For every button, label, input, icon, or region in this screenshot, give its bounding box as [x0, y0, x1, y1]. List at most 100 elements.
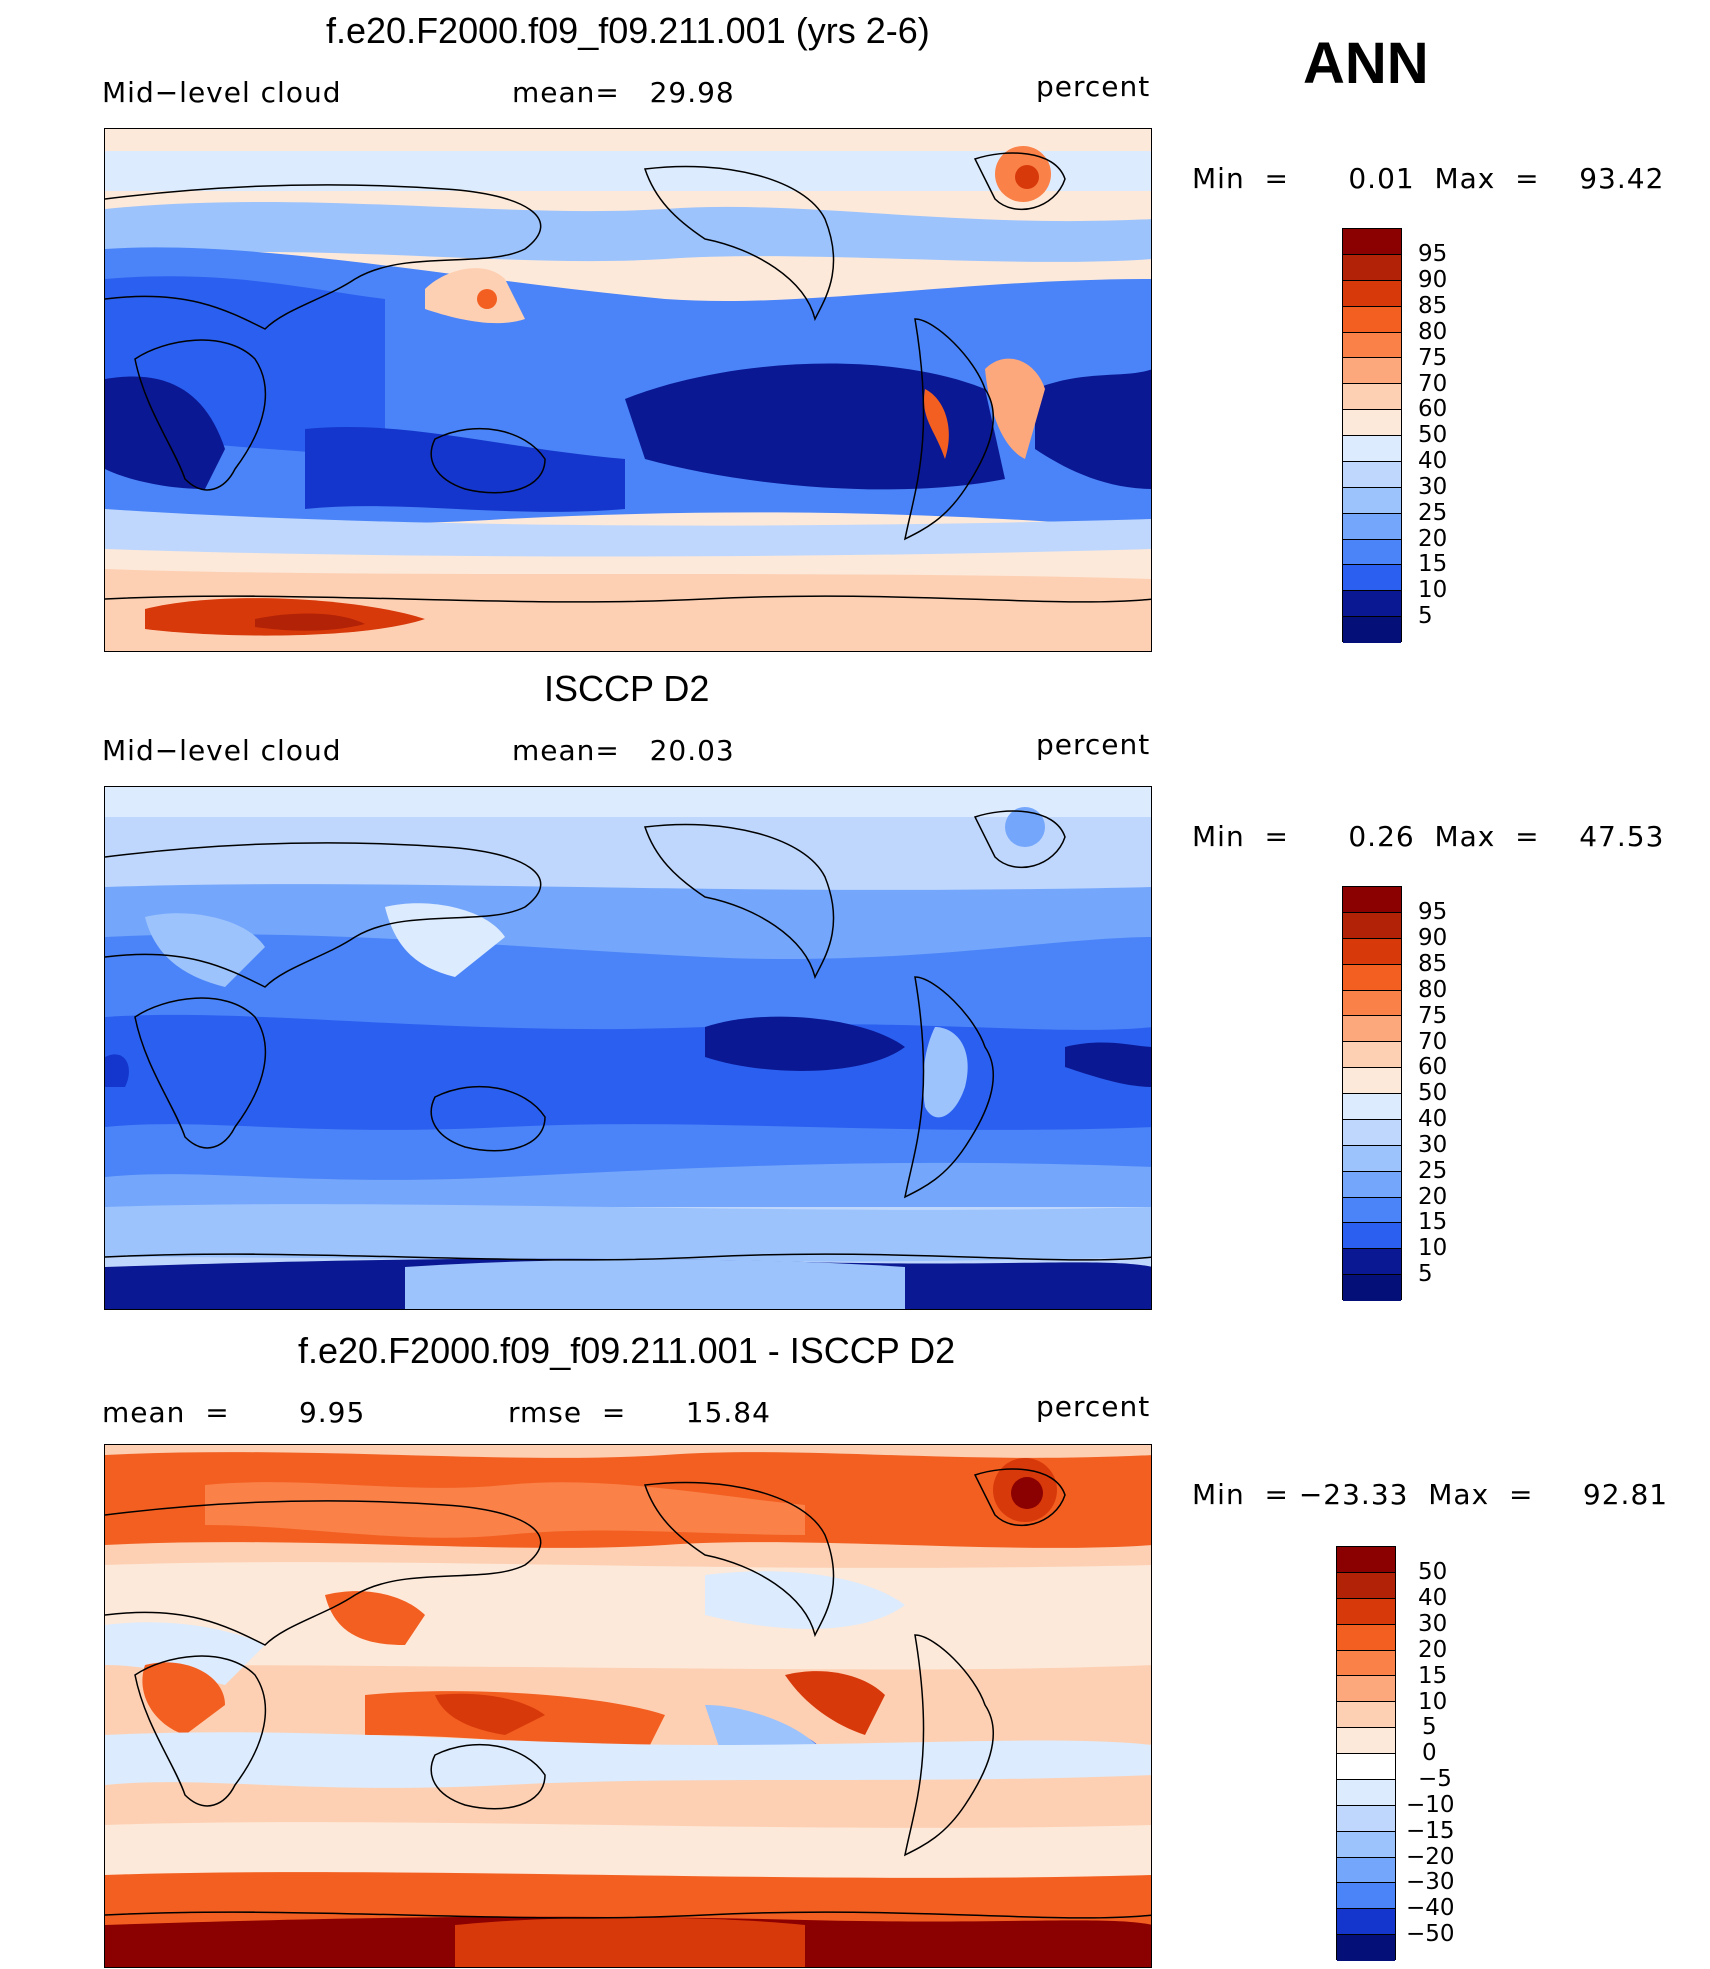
colorbar-cell [1343, 461, 1401, 488]
colorbar-tick-label: −15 [1406, 1818, 1455, 1844]
colorbar-cell [1343, 280, 1401, 307]
panel-title-diff: f.e20.F2000.f09_f09.211.001 - ISCCP D2 [298, 1330, 956, 1371]
colorbar-cell [1343, 384, 1401, 411]
colorbar-cell [1343, 1275, 1401, 1301]
colorbar-tick-label: 60 [1418, 1054, 1448, 1080]
panel-units-label-model: percent [1036, 70, 1151, 103]
colorbar-cell [1343, 1119, 1401, 1146]
colorbar-cell [1343, 436, 1401, 462]
colorbar-tick-label: 10 [1418, 1689, 1448, 1715]
colorbar-tick-label: 30 [1418, 474, 1448, 500]
colorbar-cell [1337, 1754, 1395, 1780]
colorbar-tick-label: 40 [1418, 1585, 1448, 1611]
colorbar-tick-label: −5 [1418, 1766, 1452, 1792]
colorbar-tick-label: 75 [1418, 1003, 1448, 1029]
colorbar-cell [1343, 617, 1401, 643]
colorbar-tick-label: 85 [1418, 951, 1448, 977]
colorbar-cell [1343, 1171, 1401, 1198]
colorbar-cell [1343, 539, 1401, 566]
colorbar-cell [1343, 591, 1401, 618]
colorbar-ticks-diff: 50 40 30 20 15 10 5 0 −5 −10 −15 −20 −30… [1406, 1546, 1476, 1960]
colorbar-cell [1337, 1883, 1395, 1910]
min-max-diff: Min = −23.33 Max = 92.81 [1192, 1478, 1669, 1511]
colorbar-cell [1337, 1572, 1395, 1599]
colorbar-tick-label: 5 [1418, 603, 1433, 629]
colorbar-cell [1337, 1805, 1395, 1832]
colorbar-tick-label: 90 [1418, 925, 1448, 951]
min-max-obs: Min = 0.26 Max = 47.53 [1192, 820, 1665, 853]
colorbar-tick-label: 40 [1418, 448, 1448, 474]
colorbar-cell [1343, 306, 1401, 333]
panel-mean-label-diff: mean = 9.95 [102, 1396, 366, 1429]
season-label: ANN [1303, 31, 1429, 96]
colorbar-cell [1343, 1249, 1401, 1276]
panel-title-obs: ISCCP D2 [544, 668, 710, 709]
colorbar-cell [1343, 254, 1401, 281]
map-model [104, 128, 1152, 652]
colorbar-tick-label: 50 [1418, 1080, 1448, 1106]
colorbar-tick-label: 75 [1418, 345, 1448, 371]
map-obs [104, 786, 1152, 1310]
panel-mean-label-obs: mean= 20.03 [512, 734, 735, 767]
colorbar-model [1342, 228, 1402, 643]
colorbar-cell [1337, 1909, 1395, 1936]
colorbar-cell [1337, 1728, 1395, 1754]
colorbar-tick-label: 50 [1418, 422, 1448, 448]
colorbar-diff [1336, 1546, 1396, 1961]
colorbar-tick-label: 95 [1418, 241, 1448, 267]
colorbar-obs [1342, 886, 1402, 1301]
colorbar-tick-label: −10 [1406, 1792, 1455, 1818]
colorbar-tick-label: 40 [1418, 1106, 1448, 1132]
colorbar-cell [1343, 487, 1401, 514]
colorbar-cell [1343, 513, 1401, 540]
colorbar-tick-label: 25 [1418, 1158, 1448, 1184]
panel-rmse-label-diff: rmse = 15.84 [508, 1396, 771, 1429]
colorbar-cell [1343, 1068, 1401, 1094]
colorbar-cell [1343, 1042, 1401, 1069]
colorbar-tick-label: 5 [1422, 1714, 1437, 1740]
colorbar-tick-label: 10 [1418, 577, 1448, 603]
colorbar-tick-label: 15 [1418, 1663, 1448, 1689]
colorbar-tick-label: 80 [1418, 319, 1448, 345]
colorbar-cell [1343, 912, 1401, 939]
colorbar-tick-label: 80 [1418, 977, 1448, 1003]
colorbar-cell [1337, 1857, 1395, 1884]
colorbar-tick-label: 10 [1418, 1235, 1448, 1261]
colorbar-cell [1337, 1598, 1395, 1625]
map-diff [104, 1444, 1152, 1968]
colorbar-ticks-model: 95 90 85 80 75 70 60 50 40 30 25 20 15 1… [1418, 228, 1478, 642]
colorbar-tick-label: 0 [1422, 1740, 1437, 1766]
colorbar-tick-label: 70 [1418, 1029, 1448, 1055]
colorbar-cell [1343, 410, 1401, 436]
colorbar-tick-label: 20 [1418, 1637, 1448, 1663]
colorbar-cell [1343, 938, 1401, 965]
colorbar-cell [1343, 1145, 1401, 1172]
colorbar-tick-label: −40 [1406, 1895, 1455, 1921]
colorbar-tick-label: 60 [1418, 396, 1448, 422]
colorbar-tick-label: 30 [1418, 1132, 1448, 1158]
colorbar-cell [1343, 1016, 1401, 1043]
colorbar-cell [1343, 964, 1401, 991]
colorbar-tick-label: 15 [1418, 551, 1448, 577]
colorbar-tick-label: 25 [1418, 500, 1448, 526]
colorbar-cell [1337, 1624, 1395, 1651]
colorbar-cell [1337, 1547, 1395, 1573]
colorbar-cell [1337, 1935, 1395, 1961]
colorbar-tick-label: 70 [1418, 371, 1448, 397]
colorbar-tick-label: 50 [1418, 1559, 1448, 1585]
colorbar-tick-label: 20 [1418, 1184, 1448, 1210]
colorbar-tick-label: −30 [1406, 1869, 1455, 1895]
colorbar-cell [1343, 229, 1401, 255]
panel-left-label-obs: Mid−level cloud [102, 734, 342, 767]
panel-title-model: f.e20.F2000.f09_f09.211.001 (yrs 2-6) [326, 10, 930, 51]
colorbar-cell [1337, 1831, 1395, 1858]
colorbar-ticks-obs: 95 90 85 80 75 70 60 50 40 30 25 20 15 1… [1418, 886, 1478, 1300]
colorbar-cell [1343, 565, 1401, 592]
colorbar-cell [1337, 1676, 1395, 1703]
colorbar-cell [1343, 887, 1401, 913]
panel-mean-label-model: mean= 29.98 [512, 76, 735, 109]
colorbar-tick-label: 30 [1418, 1611, 1448, 1637]
colorbar-cell [1343, 358, 1401, 385]
colorbar-tick-label: 15 [1418, 1209, 1448, 1235]
min-max-model: Min = 0.01 Max = 93.42 [1192, 162, 1665, 195]
